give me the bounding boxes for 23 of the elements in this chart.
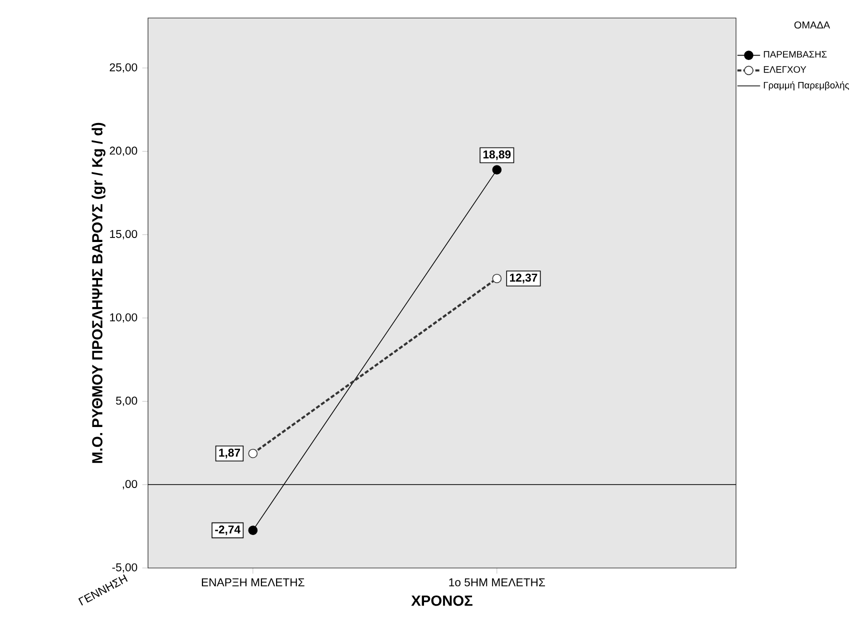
y-tick-label: ,00	[122, 480, 138, 490]
data-label: 1,87	[219, 448, 240, 458]
point	[248, 448, 258, 458]
y-tick-label: 20,00	[110, 146, 138, 156]
legend-label: ΕΛΕΓΧΟΥ	[764, 66, 806, 73]
y-tick-label: 10,00	[110, 313, 138, 323]
legend-label: ΠΑΡΕΜΒΑΣΗΣ	[764, 51, 827, 58]
y-tick-label: -5,00	[112, 563, 138, 573]
data-label: 18,89	[483, 150, 511, 160]
data-label: 12,37	[510, 274, 538, 284]
x-axis-title: ΧΡΟΝΟΣ	[411, 595, 472, 606]
x-tick-label: ΕΝΑΡΞΗ ΜΕΛΕΤΗΣ	[202, 578, 304, 586]
point	[492, 274, 502, 284]
x-tick-label: 1ο 5ΗΜ ΜΕΛΕΤΗΣ	[449, 578, 545, 586]
y-axis-title: Μ.Ο. ΡΥΘΜΟΥ ΠΡΟΣΛΗΨΗΣ ΒΑΡΟΥΣ (gr / Kg / d)	[92, 122, 106, 463]
y-tick-label: 25,00	[110, 63, 138, 73]
y-tick-label: 5,00	[116, 396, 138, 406]
legend-label: Γραμμή Παρεμβολής	[764, 81, 849, 90]
point	[248, 526, 258, 535]
point	[492, 165, 502, 174]
legend-title: ΟΜΑΔΑ	[794, 21, 830, 29]
y-tick-label: 15,00	[110, 230, 138, 240]
data-label: -2,74	[215, 525, 240, 536]
